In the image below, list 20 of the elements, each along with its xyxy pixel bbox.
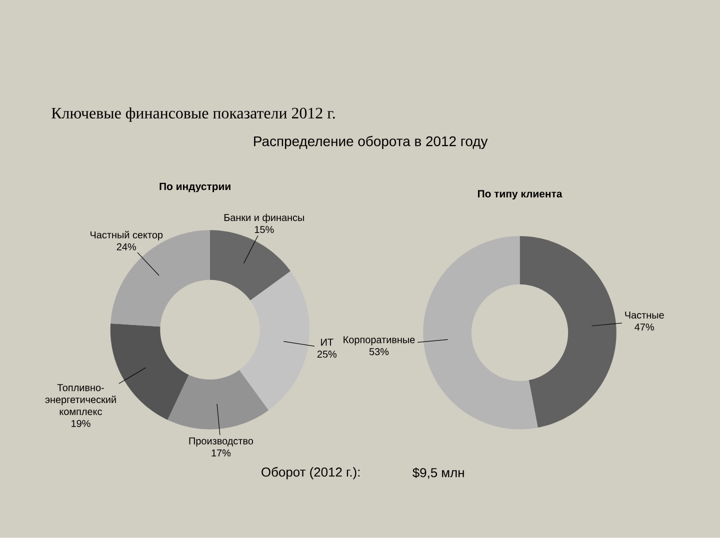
data-label: 47% (634, 324, 654, 331)
text: Оборот (2012 г.): (262, 467, 360, 480)
data-label: 15% (254, 226, 274, 234)
data-label: 24% (116, 243, 136, 250)
slice-label: Частные (625, 312, 664, 319)
slice-label: Производство (189, 438, 254, 446)
data-label: 19% (72, 420, 90, 428)
text: $9,5 млн (412, 468, 464, 479)
slice-label: Корпоративные (344, 336, 415, 346)
slice-label: Банки и финансы (224, 214, 304, 224)
text: Ключевые финансовые показатели 2012 г. (52, 107, 335, 122)
text: Распределение оборота в 2012 году (254, 136, 488, 150)
data-label: 25% (317, 350, 337, 358)
slice-label: Топливно-энергетический комплекс (45, 384, 116, 416)
chart-title: По индустрии (160, 182, 230, 192)
slice-label: ИТ (321, 338, 334, 346)
data-label: 17% (212, 449, 231, 456)
slice-label: Частный сектор (90, 230, 163, 240)
chart-title: По типу клиента (478, 190, 562, 200)
data-label: 53% (369, 348, 389, 356)
